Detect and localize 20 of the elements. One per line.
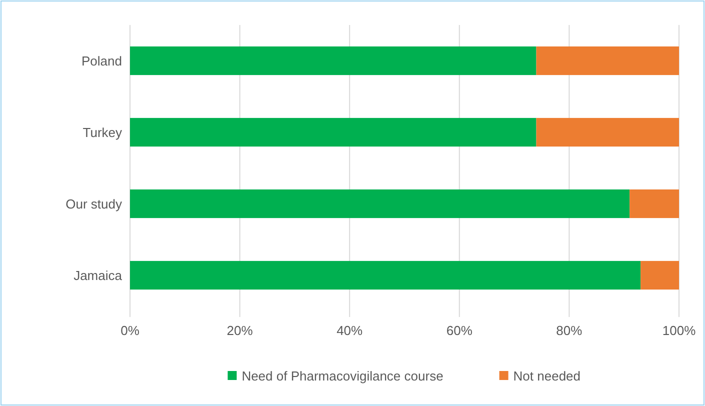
y-tick-label: Turkey [82, 124, 122, 140]
x-tick-label: 80% [556, 323, 583, 338]
bar [130, 260, 641, 290]
bar [536, 118, 679, 147]
x-tick-label: 40% [336, 323, 364, 338]
legend-label: Need of Pharmacovigilance course [242, 368, 444, 384]
y-tick-label: Jamaica [74, 268, 123, 283]
x-tick-label: 100% [662, 323, 696, 338]
x-tick-label: 20% [226, 323, 254, 338]
y-tick-label: Our study [66, 196, 122, 212]
bar [640, 260, 679, 290]
x-tick-label: 0% [120, 323, 140, 338]
y-tick-label: Poland [82, 53, 122, 68]
bar [130, 189, 630, 218]
x-tick-label: 60% [446, 323, 473, 338]
bar [130, 46, 536, 76]
bar [536, 46, 679, 76]
bar [630, 189, 679, 218]
bar [130, 118, 536, 147]
legend-label: Not needed [513, 368, 581, 384]
